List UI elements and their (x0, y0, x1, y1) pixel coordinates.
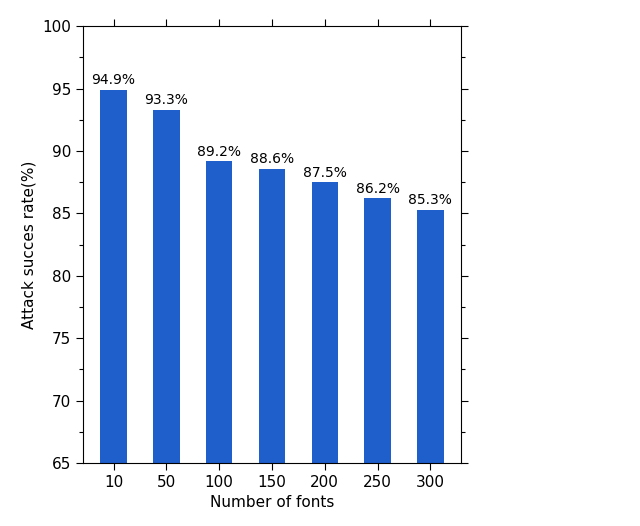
Bar (153, 110, 180, 463)
Text: 89.2%: 89.2% (197, 145, 241, 158)
Bar (100, 90, 127, 463)
Y-axis label: Attack succes rate(%): Attack succes rate(%) (22, 160, 37, 329)
Text: 87.5%: 87.5% (303, 166, 347, 180)
Text: 85.3%: 85.3% (408, 193, 452, 207)
Bar (364, 198, 391, 463)
Bar (259, 168, 285, 463)
Text: 86.2%: 86.2% (356, 182, 399, 196)
Text: 93.3%: 93.3% (145, 94, 188, 107)
Bar (206, 161, 232, 463)
Text: 88.6%: 88.6% (250, 152, 294, 166)
Bar (312, 182, 338, 463)
Bar (417, 210, 444, 463)
X-axis label: Number of fonts: Number of fonts (210, 495, 334, 510)
Text: 94.9%: 94.9% (92, 74, 136, 87)
